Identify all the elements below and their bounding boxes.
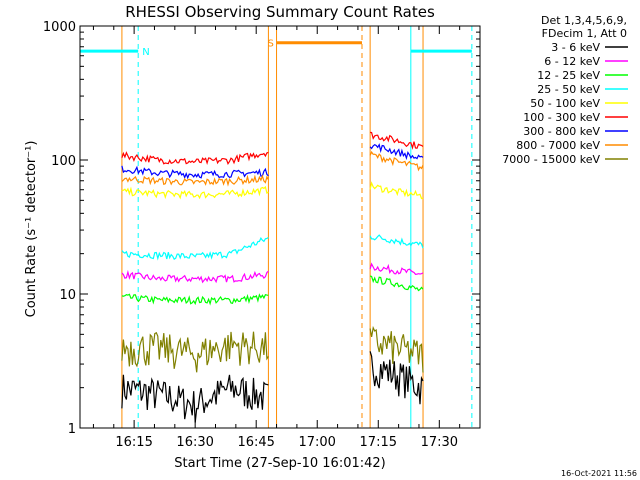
footer-timestamp: 16-Oct-2021 11:56	[561, 469, 637, 478]
legend-header: FDecim 1, Att 0	[542, 27, 627, 40]
series-line	[121, 236, 269, 261]
series-line	[369, 351, 424, 405]
legend-entry-label: 300 - 800 keV	[523, 125, 600, 138]
x-tick-label: 17:00	[298, 435, 335, 450]
plot-area: NS	[79, 26, 473, 428]
series-line	[121, 151, 269, 166]
x-tick-label: 17:30	[421, 435, 458, 450]
legend-entry-label: 25 - 50 keV	[537, 83, 600, 96]
y-tick-label: 1	[68, 422, 76, 437]
x-tick-label: 17:15	[360, 435, 397, 450]
series-line	[369, 143, 424, 161]
series-line	[369, 181, 424, 200]
series-line	[369, 150, 424, 172]
series-line	[369, 325, 424, 373]
series-line	[369, 234, 424, 249]
legend-entry-label: 800 - 7000 keV	[516, 139, 600, 152]
chart-title: RHESSI Observing Summary Count Rates	[125, 3, 435, 21]
x-tick-label: 16:15	[115, 435, 152, 450]
x-tick-label: 16:45	[237, 435, 274, 450]
series-line	[121, 331, 269, 373]
series-line	[121, 269, 269, 284]
series-line	[369, 275, 424, 292]
interval-bar-label: S	[268, 39, 274, 50]
legend-header: Det 1,3,4,5,6,9,	[541, 14, 627, 27]
y-tick-label: 1000	[43, 20, 76, 35]
y-tick-label: 10	[59, 288, 76, 303]
legend-entry-label: 50 - 100 keV	[530, 97, 600, 110]
legend-entry-label: 7000 - 15000 keV	[502, 153, 600, 166]
axes: 1 10 100 1000 16:15 16:30 16:45 17:00 17:15 17:30	[43, 20, 481, 450]
series-line	[121, 185, 269, 200]
x-tick-label: 16:30	[176, 435, 213, 450]
legend: Det 1,3,4,5,6,9,FDecim 1, Att 03 - 6 keV…	[502, 14, 628, 166]
legend-entry-label: 100 - 300 keV	[523, 111, 600, 124]
series-line	[121, 165, 269, 180]
interval-bar-label: N	[142, 47, 149, 58]
y-tick-label: 100	[51, 154, 76, 169]
series-line	[121, 374, 269, 423]
legend-entry-label: 3 - 6 keV	[551, 41, 600, 54]
x-axis-label: Start Time (27-Sep-10 16:01:42)	[174, 456, 385, 471]
legend-entry-label: 12 - 25 keV	[537, 69, 600, 82]
y-axis-label: Count Rate (s⁻¹ detector⁻¹)	[24, 141, 39, 318]
series-line	[121, 174, 269, 187]
plot-frame	[79, 25, 481, 429]
legend-entry-label: 6 - 12 keV	[544, 55, 600, 68]
series-line	[369, 262, 424, 275]
series-line	[370, 131, 424, 150]
series-line	[121, 293, 269, 306]
